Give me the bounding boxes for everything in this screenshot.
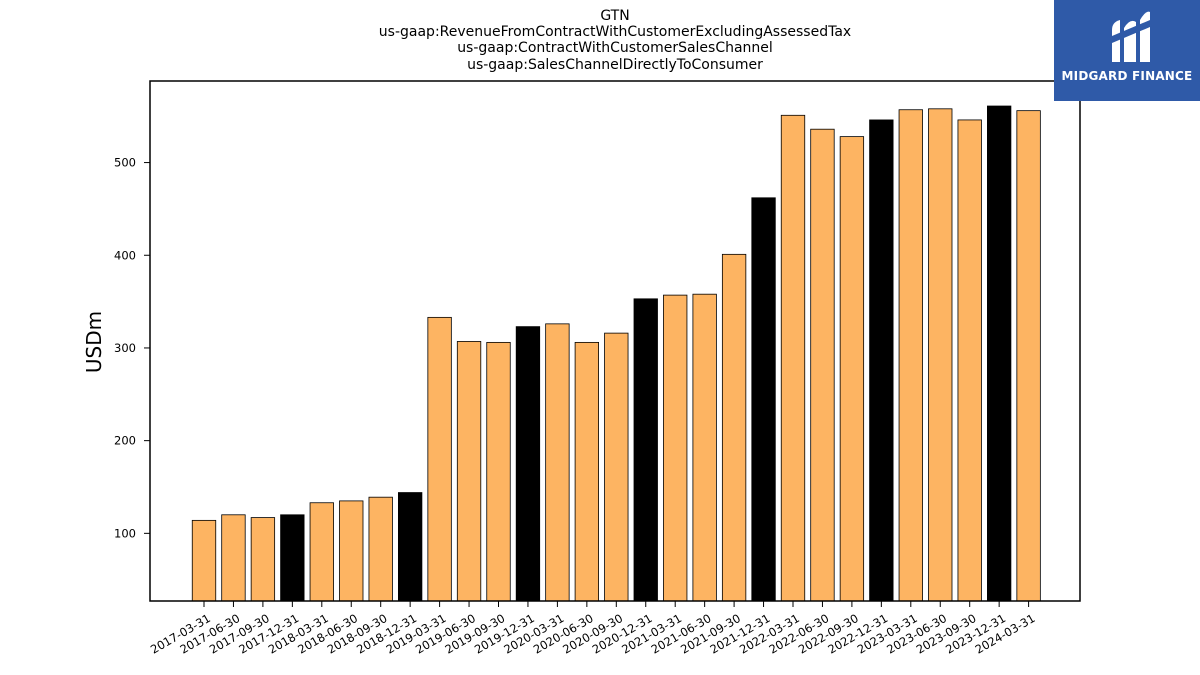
- bar-2021-12-31: [751, 197, 776, 602]
- title-line: GTN: [600, 8, 630, 24]
- bar-2023-06-30: [928, 108, 953, 602]
- bar-2019-06-30: [456, 341, 482, 602]
- bar-2018-12-31: [397, 492, 423, 602]
- bar-2019-03-31: [427, 316, 452, 602]
- midgard-m-logo-icon: [1112, 11, 1150, 62]
- title-line: us-gaap:RevenueFromContractWithCustomerE…: [378, 24, 852, 40]
- y-tick-label: 500: [114, 156, 136, 170]
- bars-group: [191, 105, 1041, 602]
- bar-2021-06-30: [692, 293, 717, 602]
- bar-2020-06-30: [574, 341, 599, 602]
- bar-2020-12-31: [633, 298, 658, 602]
- bar-2018-06-30: [339, 500, 364, 602]
- bar-2017-09-30: [250, 517, 276, 602]
- bar-2017-06-30: [221, 514, 246, 602]
- bar-2022-09-30: [839, 136, 865, 602]
- y-ticks-group: 100 200 300 400 500: [114, 156, 150, 540]
- bar-2019-12-31: [515, 326, 541, 602]
- bar-2024-03-31: [1016, 110, 1041, 602]
- bar-2023-03-31: [898, 109, 923, 602]
- title-line: us-gaap:ContractWithCustomerSalesChannel: [457, 40, 773, 56]
- bar-2018-03-31: [309, 502, 334, 602]
- bar-2023-12-31: [987, 105, 1012, 602]
- bar-2017-12-31: [280, 514, 305, 602]
- bar-2021-09-30: [721, 253, 747, 602]
- y-tick-label: 400: [114, 248, 136, 262]
- x-ticks-group: 2017-03-312017-06-302017-09-302017-12-31…: [148, 601, 1037, 657]
- bar-2019-09-30: [486, 341, 511, 602]
- bar-2017-03-31: [191, 519, 217, 602]
- logo-text: MIDGARD FINANCE: [1061, 69, 1193, 83]
- bar-2020-09-30: [604, 332, 629, 602]
- bar-2021-03-31: [663, 294, 688, 602]
- bar-2022-03-31: [780, 114, 806, 602]
- midgard-finance-logo: MIDGARD FINANCE: [1054, 0, 1200, 101]
- y-tick-label: 200: [114, 434, 136, 448]
- bar-2020-03-31: [545, 323, 570, 602]
- bar-2023-09-30: [957, 119, 982, 602]
- plot-frame: [149, 80, 1081, 602]
- y-tick-label: 300: [114, 341, 136, 355]
- bar-2022-06-30: [810, 128, 835, 602]
- bar-2018-09-30: [368, 496, 393, 602]
- title-line: us-gaap:SalesChannelDirectlyToConsumer: [467, 57, 763, 73]
- y-tick-label: 100: [114, 526, 136, 540]
- bar-2022-12-31: [869, 119, 894, 602]
